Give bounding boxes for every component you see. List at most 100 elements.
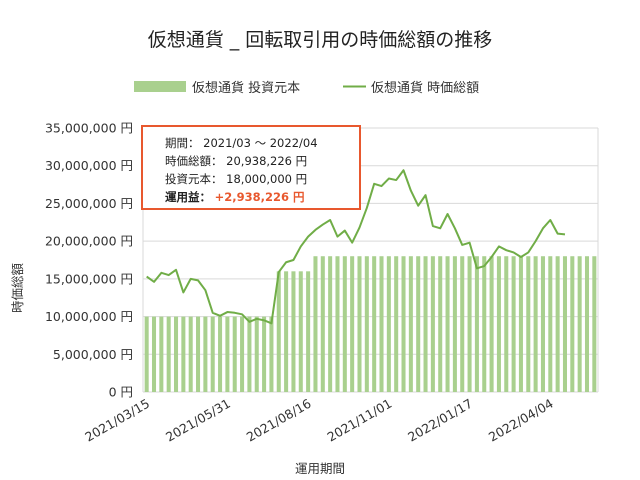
bar-principal — [467, 256, 472, 392]
market-value-label: 時価総額： — [165, 154, 223, 168]
principal-row: 投資元本： 18,000,000 円 — [165, 170, 359, 188]
principal-label: 投資元本： — [165, 172, 223, 186]
bar-principal — [210, 316, 215, 392]
x-tick-label: 2021/05/31 — [163, 396, 233, 445]
bar-principal — [350, 256, 355, 392]
bar-principal — [482, 256, 487, 392]
bar-principal — [313, 256, 318, 392]
period-label: 期間： — [165, 136, 200, 150]
bar-principal — [181, 316, 186, 392]
bar-principal — [489, 256, 494, 392]
bar-principal — [518, 256, 523, 392]
bar-principal — [284, 271, 289, 392]
summary-annotation-box: 期間： 2021/03 ～ 2022/04 時価総額： 20,938,226 円… — [141, 125, 361, 210]
bar-principal — [144, 316, 149, 392]
bar-principal — [159, 316, 164, 392]
bar-principal — [540, 256, 545, 392]
y-tick-label: 20,000,000 円 — [45, 234, 133, 249]
bar-principal — [225, 316, 230, 392]
bar-principal — [262, 316, 267, 392]
x-tick-label: 2021/08/16 — [244, 396, 314, 445]
bar-principal — [364, 256, 369, 392]
bar-principal — [511, 256, 516, 392]
bar-principal — [416, 256, 421, 392]
market-value-value: 20,938,226 円 — [226, 154, 308, 168]
period-row: 期間： 2021/03 ～ 2022/04 — [165, 134, 359, 152]
y-tick-layer: 0 円 5,000,000 円 10,000,000 円 15,000,000 円 20… — [45, 121, 133, 400]
y-tick-label: 30,000,000 円 — [45, 158, 133, 173]
legend-label-line: 仮想通貨 時価総額 — [371, 80, 479, 96]
bar-principal — [247, 316, 252, 392]
principal-value: 18,000,000 円 — [226, 172, 308, 186]
bar-principal — [218, 316, 223, 392]
bar-principal — [276, 271, 281, 392]
bar-principal — [335, 256, 340, 392]
bar-principal — [577, 256, 582, 392]
bar-principal — [394, 256, 399, 392]
bar-principal — [555, 256, 560, 392]
bar-principal — [533, 256, 538, 392]
line-layer — [146, 169, 566, 325]
bar-principal — [254, 316, 259, 392]
bar-principal — [548, 256, 553, 392]
bar-principal — [408, 256, 413, 392]
x-tick-label: 2022/04/04 — [486, 396, 556, 445]
y-tick-label: 35,000,000 円 — [45, 121, 133, 136]
x-tick-label: 2021/11/01 — [324, 396, 394, 445]
bar-principal — [306, 271, 311, 392]
bar-principal — [474, 256, 479, 392]
x-tick-label: 2021/03/15 — [82, 396, 152, 445]
y-tick-label: 0 円 — [109, 385, 133, 400]
bar-principal — [562, 256, 567, 392]
bar-principal — [151, 316, 157, 392]
legend-swatch-bar — [134, 81, 186, 92]
bar-principal — [592, 256, 597, 392]
legend-label-bar: 仮想通貨 投資元本 — [192, 80, 300, 96]
market-value-row: 時価総額： 20,938,226 円 — [165, 152, 359, 170]
bar-principal — [504, 256, 509, 392]
bar-principal — [291, 271, 296, 392]
bar-principal — [342, 256, 347, 392]
bar-principal — [188, 316, 193, 392]
period-value: 2021/03 ～ 2022/04 — [203, 136, 318, 150]
bar-principal — [445, 256, 450, 392]
bar-principal — [423, 256, 428, 392]
profit-label: 運用益： — [165, 190, 211, 204]
bar-layer — [144, 256, 597, 392]
bar-principal — [174, 316, 179, 392]
y-axis-title: 時価総額 — [10, 263, 25, 314]
profit-row: 運用益： +2,938,226 円 — [165, 188, 359, 206]
bar-principal — [203, 316, 208, 392]
chart-title: 仮想通貨 _ 回転取引用の時価総額の推移 — [148, 29, 493, 51]
series-line-market-value — [146, 169, 566, 325]
y-tick-label: 10,000,000 円 — [45, 309, 133, 324]
profit-value: +2,938,226 円 — [214, 190, 305, 204]
bar-principal — [379, 256, 384, 392]
x-axis-title: 運用期間 — [295, 461, 345, 476]
bar-principal — [240, 316, 245, 392]
bar-principal — [460, 256, 465, 392]
legend: 仮想通貨 投資元本 仮想通貨 時価総額 — [134, 80, 479, 96]
bar-principal — [196, 316, 201, 392]
y-tick-label: 15,000,000 円 — [45, 271, 133, 286]
bar-principal — [328, 256, 333, 392]
bar-principal — [372, 256, 377, 392]
bar-principal — [269, 316, 274, 392]
bar-principal — [232, 316, 237, 392]
x-tick-label: 2022/01/17 — [405, 396, 475, 445]
bar-principal — [570, 256, 575, 392]
bar-principal — [496, 256, 501, 392]
bar-principal — [298, 271, 303, 392]
bar-principal — [430, 256, 435, 392]
bar-principal — [452, 256, 457, 392]
y-tick-label: 25,000,000 円 — [45, 196, 133, 211]
x-tick-layer: 2021/03/15 2021/05/31 2021/08/16 2021/11/01… — [82, 396, 556, 445]
bar-principal — [166, 316, 171, 392]
y-tick-label: 5,000,000 円 — [53, 347, 133, 362]
bar-principal — [438, 256, 443, 392]
bar-principal — [320, 256, 325, 392]
bar-principal — [526, 256, 531, 392]
bar-principal — [357, 256, 362, 392]
bar-principal — [401, 256, 406, 392]
